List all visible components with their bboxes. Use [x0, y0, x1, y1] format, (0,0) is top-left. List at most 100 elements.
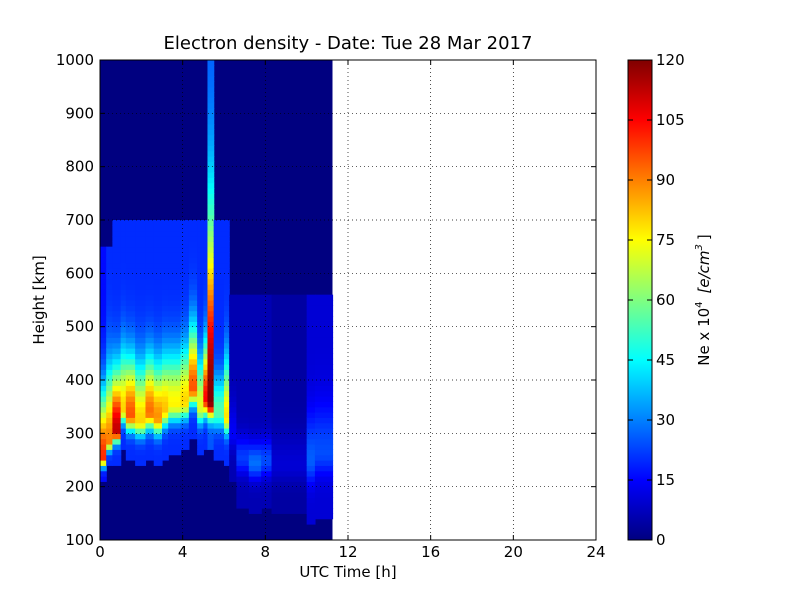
- heatmap-cell: [188, 433, 198, 440]
- heatmap-cell: [314, 412, 334, 418]
- heatmap-cell: [145, 337, 155, 344]
- heatmap-cell: [306, 422, 316, 429]
- heatmap-cell: [229, 417, 237, 424]
- heatmap-cell: [207, 81, 215, 88]
- heatmap-cell: [100, 412, 107, 418]
- heatmap-cell: [106, 417, 113, 424]
- heatmap-cell: [180, 316, 190, 322]
- heatmap-cell: [207, 417, 215, 424]
- heatmap-cell: [162, 444, 169, 450]
- heatmap-cell: [236, 332, 250, 338]
- heatmap-cell: [271, 422, 308, 429]
- heatmap-cell: [207, 65, 215, 72]
- heatmap-cell: [125, 396, 136, 402]
- heatmap-cell: [271, 486, 308, 493]
- heatmap-cell: [248, 438, 262, 445]
- heatmap-cell: [203, 289, 209, 296]
- heatmap-cell: [306, 380, 316, 386]
- heatmap-cell: [125, 241, 136, 248]
- heatmap-cell: [236, 300, 250, 306]
- heatmap-cell: [120, 390, 127, 397]
- heatmap-cell: [168, 262, 182, 269]
- plot-area: [99, 59, 597, 541]
- heatmap-cell: [271, 332, 308, 338]
- heatmap-cell: [306, 502, 316, 509]
- heatmap-cell: [236, 438, 250, 445]
- heatmap-cell: [207, 284, 215, 290]
- heatmap-cell: [120, 401, 127, 408]
- heatmap-cell: [236, 476, 250, 482]
- heatmap-cell: [306, 460, 316, 466]
- heatmap-cell: [213, 220, 225, 226]
- heatmap-cell: [248, 502, 262, 509]
- heatmap-cell: [314, 321, 334, 328]
- heatmap-cell: [162, 257, 169, 264]
- heatmap-cell: [106, 294, 113, 301]
- heatmap-cell: [203, 257, 209, 264]
- heatmap-cell: [188, 310, 198, 317]
- heatmap-cell: [145, 353, 155, 360]
- heatmap-cell: [145, 220, 155, 226]
- heatmap-cell: [145, 241, 155, 248]
- heatmap-cell: [106, 449, 113, 456]
- heatmap-cell: [180, 278, 190, 285]
- heatmap-cell: [224, 380, 230, 386]
- heatmap-cell: [112, 422, 122, 429]
- heatmap-cell: [197, 300, 204, 306]
- heatmap-cell: [153, 337, 163, 344]
- heatmap-cell: [261, 374, 273, 381]
- heatmap-cell: [224, 225, 230, 232]
- heatmap-cell: [261, 454, 273, 461]
- heatmap-cell: [145, 348, 155, 354]
- colorbar-label: Ne x 104 [e/cm3]: [694, 234, 713, 366]
- heatmap-cell: [314, 396, 334, 402]
- heatmap-cell: [168, 294, 182, 301]
- heatmap-cell: [314, 332, 334, 338]
- heatmap-cell: [100, 246, 107, 253]
- heatmap-cell: [106, 278, 113, 285]
- heatmap-cell: [271, 353, 308, 360]
- heatmap-cell: [145, 380, 155, 386]
- heatmap-cell: [153, 284, 163, 290]
- heatmap-cell: [145, 428, 155, 434]
- colorbar-tick-label: 105: [656, 111, 685, 129]
- heatmap-cell: [271, 294, 308, 301]
- heatmap-cell: [261, 380, 273, 386]
- y-axis-label: Height [km]: [30, 255, 48, 344]
- heatmap-cell: [100, 273, 107, 280]
- heatmap-cell: [162, 422, 169, 429]
- heatmap-cell: [112, 454, 122, 461]
- heatmap-cell: [306, 385, 316, 392]
- heatmap-cell: [229, 305, 237, 312]
- heatmap-cell: [125, 278, 136, 285]
- heatmap-cell: [112, 385, 122, 392]
- heatmap-cell: [153, 454, 163, 461]
- heatmap-cell: [207, 444, 215, 450]
- x-tick-label: 12: [338, 543, 357, 561]
- heatmap-cell: [213, 305, 225, 312]
- heatmap-cell: [248, 422, 262, 429]
- heatmap-cell: [112, 321, 122, 328]
- y-tick-label: 500: [65, 318, 94, 336]
- heatmap-cell: [197, 348, 204, 354]
- heatmap-cell: [314, 444, 334, 450]
- heatmap-cell: [153, 390, 163, 397]
- heatmap-cell: [145, 364, 155, 370]
- heatmap-cell: [207, 246, 215, 253]
- heatmap-cell: [197, 358, 204, 365]
- heatmap-cell: [203, 401, 209, 408]
- heatmap-cell: [135, 364, 147, 370]
- heatmap-cell: [203, 246, 209, 253]
- heatmap-cell: [125, 225, 136, 232]
- heatmap-cell: [203, 396, 209, 402]
- heatmap-cell: [188, 284, 198, 290]
- heatmap-cell: [207, 406, 215, 413]
- heatmap-cell: [197, 374, 204, 381]
- heatmap-cell: [153, 278, 163, 285]
- heatmap-cell: [162, 412, 169, 418]
- heatmap-cell: [168, 220, 182, 226]
- heatmap-cell: [188, 241, 198, 248]
- heatmap-cell: [100, 316, 107, 322]
- heatmap-cell: [180, 273, 190, 280]
- colorbar-tick-label: 0: [656, 531, 666, 549]
